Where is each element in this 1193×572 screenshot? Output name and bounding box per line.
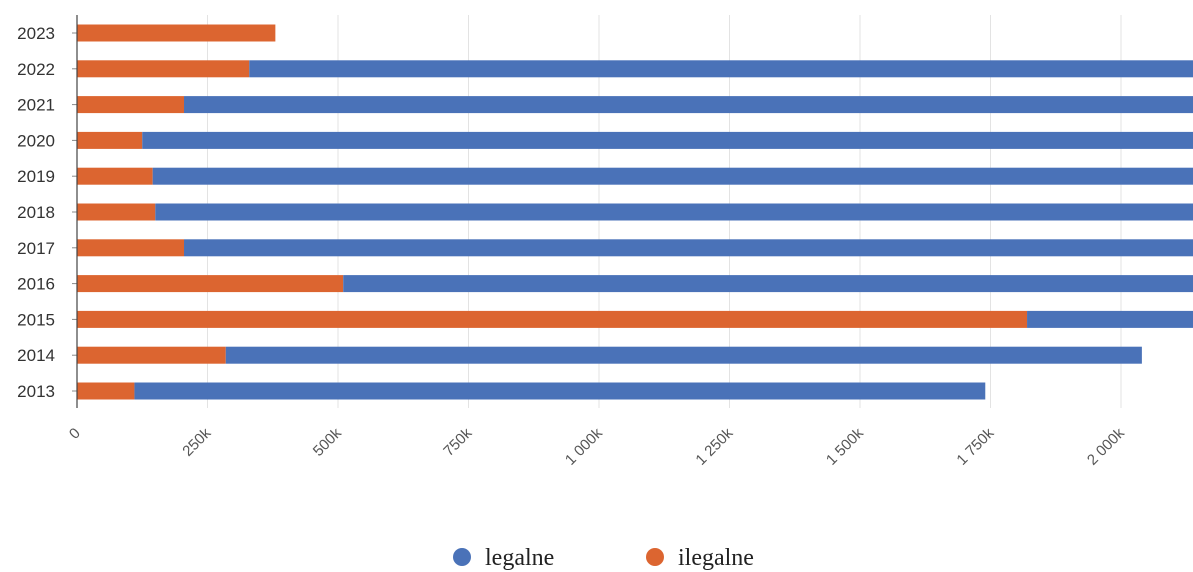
bar-legalne-2013 xyxy=(134,382,986,400)
x-tick-label-5: 1 250k xyxy=(692,424,736,468)
legend-label-legalne: legalne xyxy=(485,545,554,571)
x-tick-label-4: 1 000k xyxy=(562,424,606,468)
y-tick-label-2021: 2021 xyxy=(17,96,55,115)
x-tick-label-7: 1 750k xyxy=(953,424,997,468)
y-tick-label-2019: 2019 xyxy=(17,167,55,186)
bar-ilegalne-2021 xyxy=(77,96,185,114)
bar-ilegalne-2023 xyxy=(77,24,276,42)
bar-legalne-2017 xyxy=(184,239,1193,257)
y-tick-label-2023: 2023 xyxy=(17,24,55,43)
bar-legalne-2015 xyxy=(1027,310,1193,328)
x-tick-label-1: 250k xyxy=(179,424,214,459)
y-tick-label-2015: 2015 xyxy=(17,310,55,329)
y-tick-label-2014: 2014 xyxy=(17,346,55,365)
legend: legalne ilegalne xyxy=(453,545,754,571)
x-tick-label-6: 1 500k xyxy=(823,424,867,468)
bar-legalne-2021 xyxy=(184,96,1193,114)
x-tick-labels: 0 250k 500k 750k 1 000k 1 250k 1 500k 1 750k 2 0… xyxy=(66,424,1128,468)
bar-ilegalne-2017 xyxy=(77,239,185,257)
x-tick-label-2: 500k xyxy=(310,424,345,459)
y-tick-label-2013: 2013 xyxy=(17,382,55,401)
bar-ilegalne-2019 xyxy=(77,167,153,185)
bar-legalne-2016 xyxy=(343,275,1193,293)
x-tick-label-8: 2 000k xyxy=(1084,424,1128,468)
bars xyxy=(77,24,1193,400)
y-tick-label-2022: 2022 xyxy=(17,60,55,79)
bar-ilegalne-2016 xyxy=(77,275,344,293)
legend-marker-legalne xyxy=(453,548,471,566)
bar-ilegalne-2015 xyxy=(77,310,1028,328)
bar-legalne-2022 xyxy=(249,60,1193,78)
bar-ilegalne-2022 xyxy=(77,60,250,78)
bar-legalne-2019 xyxy=(152,167,1193,185)
y-tick-label-2016: 2016 xyxy=(17,275,55,294)
legend-marker-ilegalne xyxy=(646,548,664,566)
y-tick-label-2018: 2018 xyxy=(17,203,55,222)
x-tick-label-3: 750k xyxy=(440,424,475,459)
bar-legalne-2020 xyxy=(142,131,1193,149)
bar-ilegalne-2013 xyxy=(77,382,135,400)
bar-legalne-2014 xyxy=(225,346,1142,364)
legend-label-ilegalne: ilegalne xyxy=(678,545,754,571)
bar-ilegalne-2018 xyxy=(77,203,156,221)
y-tick-label-2017: 2017 xyxy=(17,239,55,258)
bar-ilegalne-2020 xyxy=(77,131,143,149)
axes xyxy=(72,15,78,408)
bar-ilegalne-2014 xyxy=(77,346,226,364)
y-tick-label-2020: 2020 xyxy=(17,131,55,150)
y-tick-labels: 2023 2022 2021 2020 2019 2018 2017 2016 2015 2014… xyxy=(17,24,55,401)
x-tick-label-0: 0 xyxy=(66,425,84,443)
bar-legalne-2018 xyxy=(155,203,1193,221)
